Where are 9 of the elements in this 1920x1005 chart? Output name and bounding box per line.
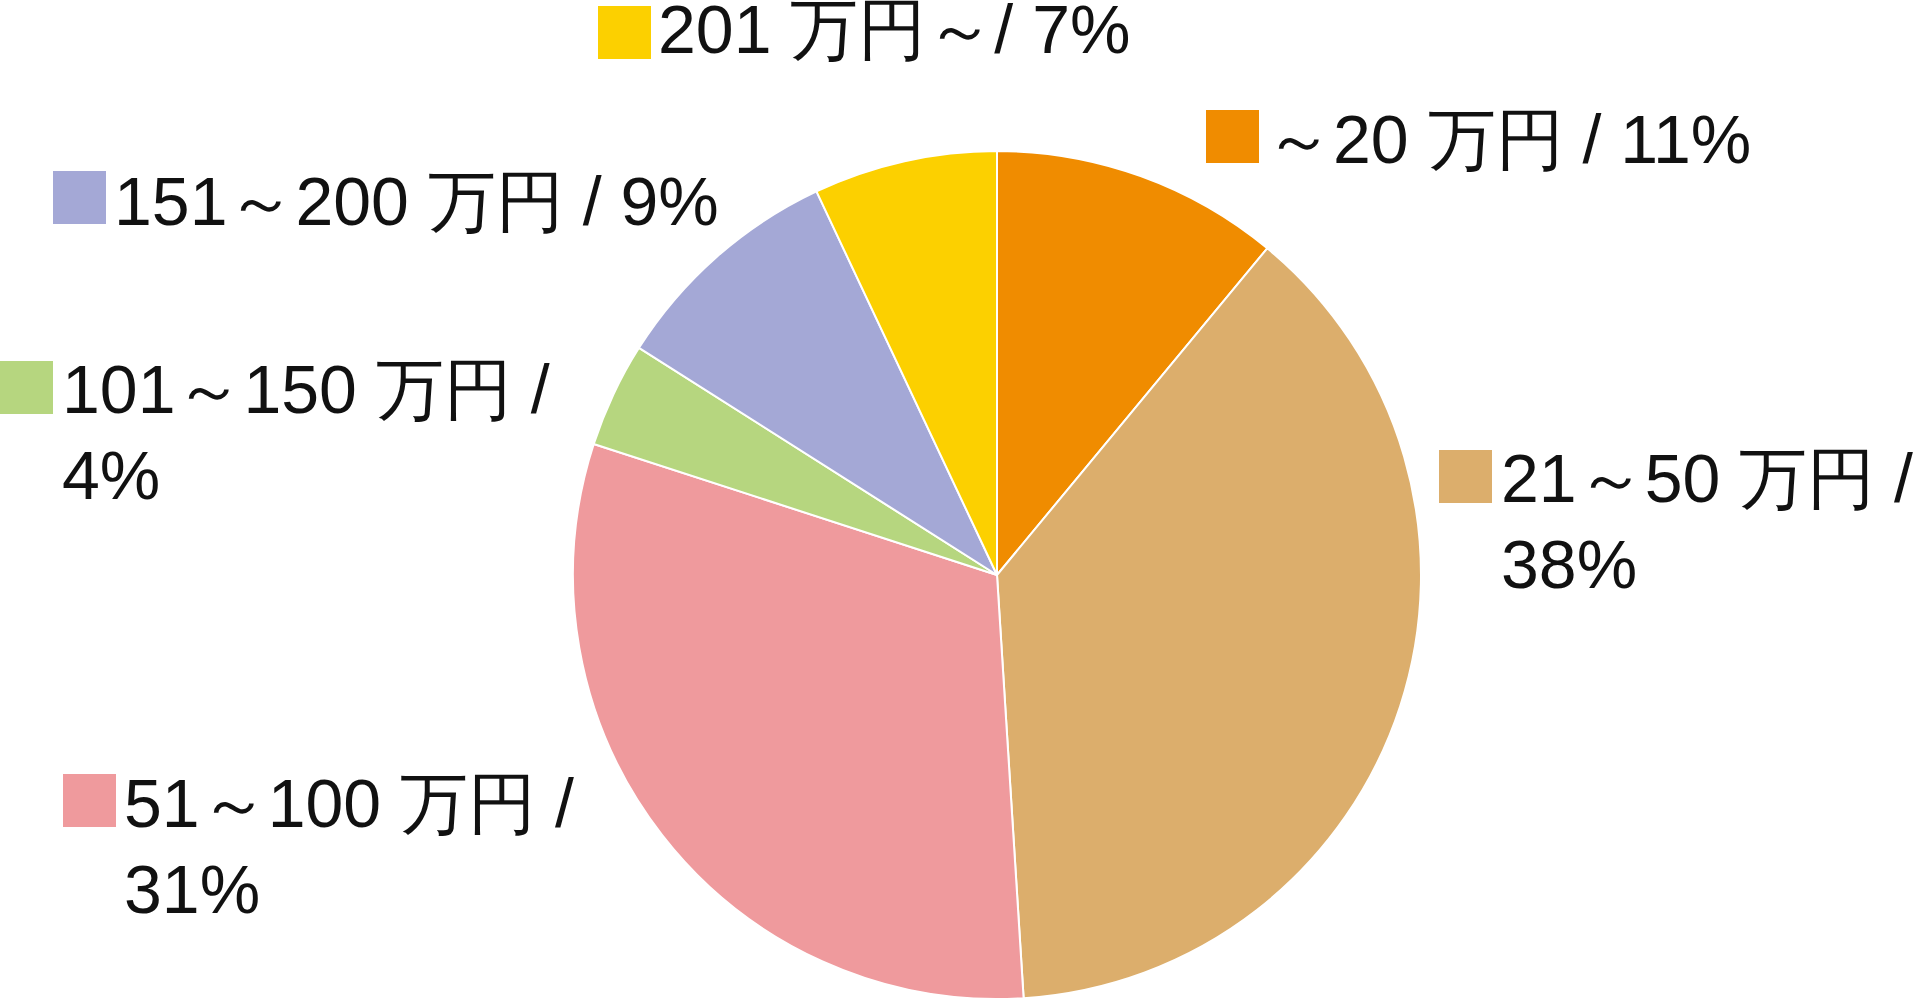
legend-label: 21～50 万円 / xyxy=(1501,440,1914,516)
data-label: 4% xyxy=(62,437,161,513)
legend-label: 151～200 万円 / 9% xyxy=(114,163,719,239)
data-label: 31% xyxy=(124,851,261,927)
data-label: 38% xyxy=(1501,526,1638,602)
legend-label: 101～150 万円 / xyxy=(62,351,550,427)
legend-label: ～20 万円 / 11% xyxy=(1265,101,1752,177)
legend-label: 201 万円～/ 7% xyxy=(658,0,1131,67)
legend-label: 51～100 万円 / xyxy=(124,765,574,841)
